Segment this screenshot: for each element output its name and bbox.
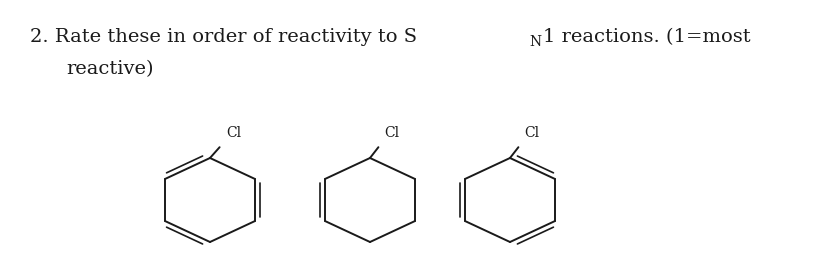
Text: 1 reactions. (1=most: 1 reactions. (1=most xyxy=(543,28,750,46)
Text: reactive): reactive) xyxy=(66,60,153,78)
Text: Cl: Cl xyxy=(384,126,399,140)
Text: 2. Rate these in order of reactivity to S: 2. Rate these in order of reactivity to … xyxy=(30,28,417,46)
Text: N: N xyxy=(528,35,541,49)
Text: Cl: Cl xyxy=(523,126,538,140)
Text: Cl: Cl xyxy=(226,126,241,140)
